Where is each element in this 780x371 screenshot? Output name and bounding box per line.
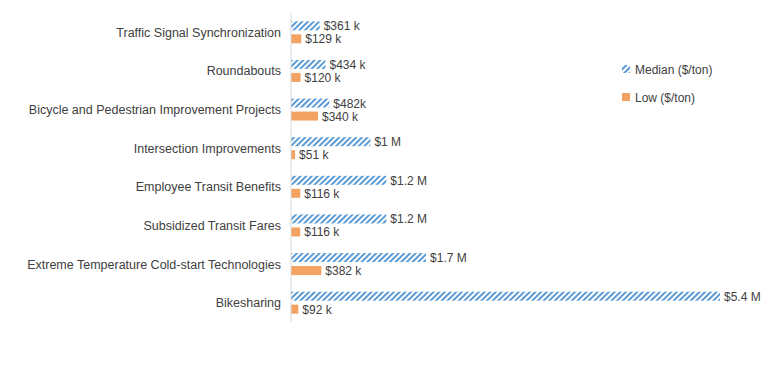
data-label: $382 k (325, 264, 362, 278)
bar (291, 150, 295, 159)
legend-swatch (622, 93, 630, 101)
legend: Median ($/ton) Low ($/ton) (622, 63, 712, 105)
category-label: Bicycle and Pedestrian Improvement Proje… (29, 103, 281, 117)
data-label: $1.7 M (430, 251, 467, 265)
data-label: $129 k (305, 32, 342, 46)
legend-swatch (622, 65, 630, 73)
bar (291, 99, 329, 108)
data-label: $1.2 M (390, 174, 427, 188)
bar (291, 60, 325, 69)
category-label: Bikesharing (216, 296, 281, 310)
labels: Traffic Signal Synchronization $361 k$129… (27, 19, 761, 316)
data-label: $51 k (299, 148, 329, 162)
category-label: Employee Transit Benefits (136, 180, 281, 194)
bar (291, 189, 300, 198)
chart-svg: Traffic Signal Synchronization $361 k$129… (0, 0, 780, 371)
data-label: $361 k (324, 19, 361, 33)
category-label: Roundabouts (207, 64, 281, 78)
bar (291, 73, 301, 82)
category-label: Subsidized Transit Fares (143, 219, 281, 233)
bar (291, 214, 386, 223)
axis-line (291, 13, 292, 322)
data-label: $5.4 M (724, 290, 761, 304)
data-label: $120 k (305, 71, 342, 85)
data-label: $1.2 M (390, 212, 427, 226)
category-label: Traffic Signal Synchronization (116, 26, 281, 40)
bar (291, 176, 386, 185)
bar (291, 137, 370, 146)
data-label: $482k (333, 97, 367, 111)
bar (291, 292, 720, 301)
category-label: Extreme Temperature Cold-start Technolog… (27, 258, 281, 272)
legend-label: Low ($/ton) (635, 91, 695, 105)
data-label: $116 k (304, 225, 340, 239)
bar (291, 112, 318, 121)
bar (291, 34, 301, 43)
legend-label: Median ($/ton) (635, 63, 712, 77)
data-label: $116 k (304, 187, 340, 201)
bar (291, 305, 298, 314)
bar (291, 227, 300, 236)
category-label: Intersection Improvements (134, 142, 281, 156)
bar (291, 253, 426, 262)
bars (291, 21, 720, 313)
data-label: $92 k (302, 303, 332, 317)
data-label: $434 k (329, 58, 366, 72)
chart-container: Traffic Signal Synchronization $361 k$129… (0, 0, 780, 371)
bar (291, 266, 321, 275)
bar (291, 21, 320, 30)
data-label: $340 k (322, 110, 359, 124)
data-label: $1 M (374, 135, 401, 149)
